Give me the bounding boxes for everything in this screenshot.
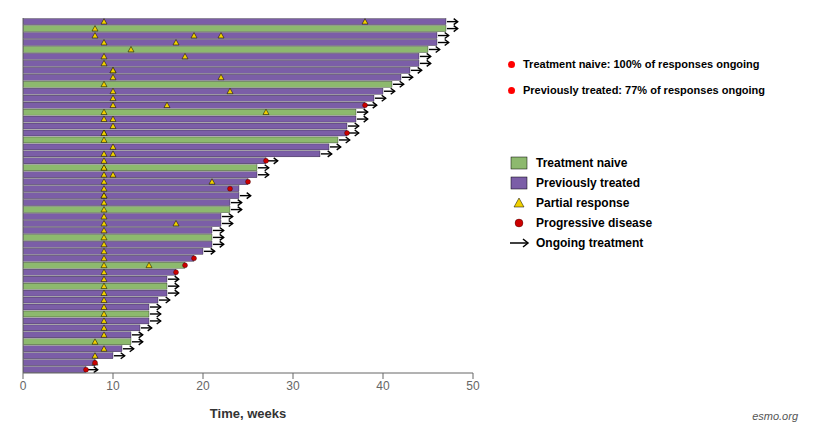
svg-text:10: 10 <box>106 379 120 393</box>
html-text:Treatment naive: Treatment naive <box>536 156 628 170</box>
html-text:Ongoing treatment: Ongoing treatment <box>536 236 644 250</box>
svg-text:30: 30 <box>286 379 300 393</box>
svg-text:50: 50 <box>466 379 480 393</box>
html-text:Previously treated: 77% of res: Previously treated: 77% of responses ong… <box>523 84 766 96</box>
svg-text:40: 40 <box>376 379 390 393</box>
html-text:Progressive disease: Progressive disease <box>536 216 653 230</box>
html-text:Partial response: Partial response <box>536 196 630 210</box>
svg-text:0: 0 <box>20 379 27 393</box>
svg-text:Time, weeks: Time, weeks <box>210 406 286 421</box>
html-text:Previously treated: Previously treated <box>536 176 640 190</box>
html-text:esmo.org: esmo.org <box>752 410 798 422</box>
html-text:Treatment naive: 100% of respo: Treatment naive: 100% of responses ongoi… <box>523 58 760 70</box>
svg-text:20: 20 <box>196 379 210 393</box>
